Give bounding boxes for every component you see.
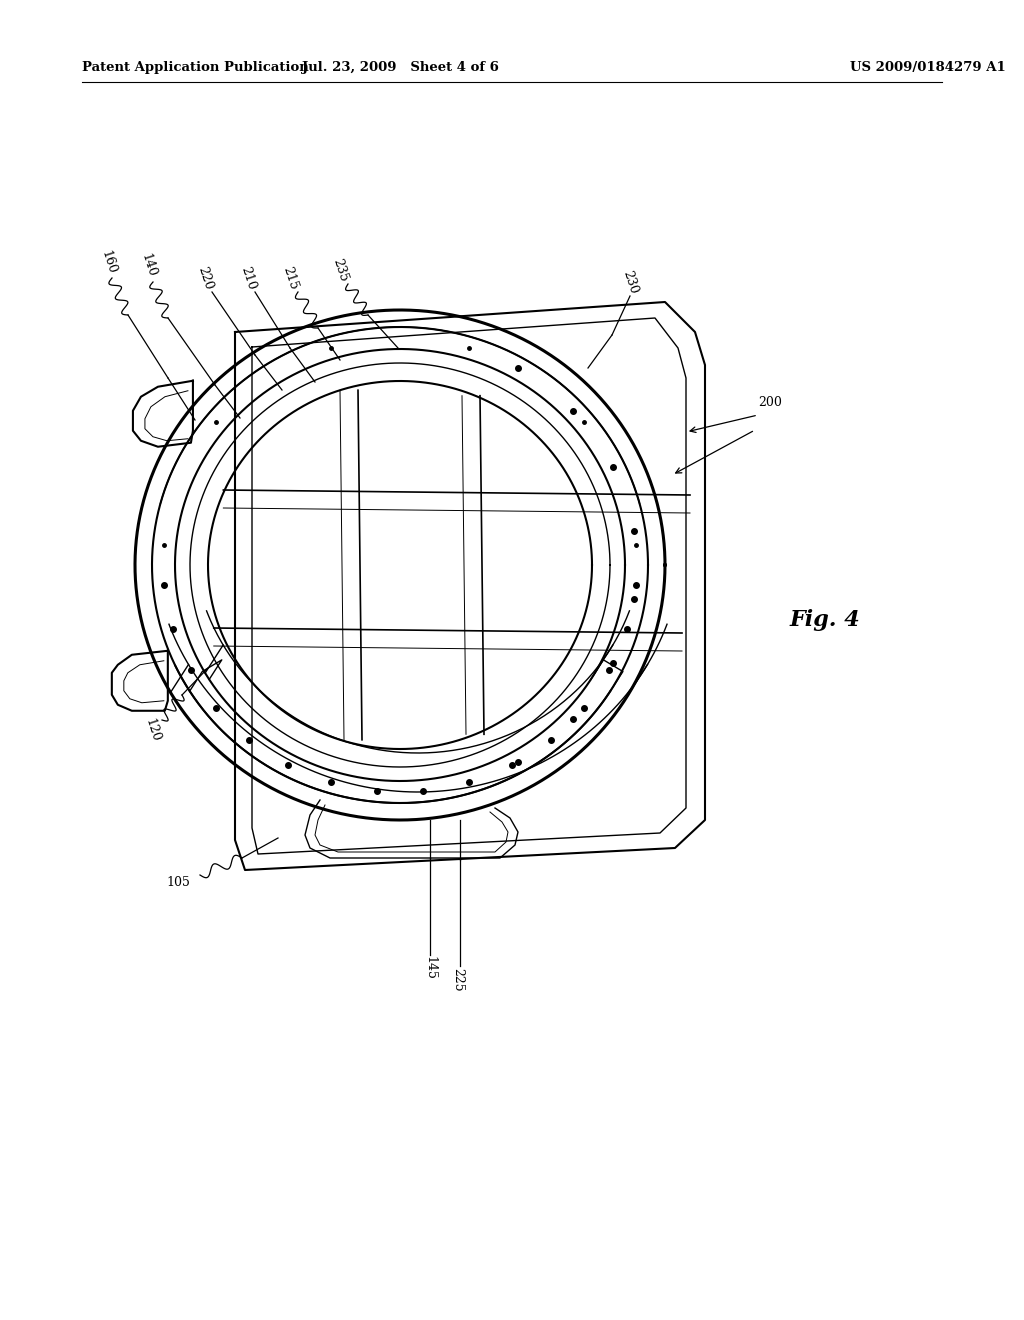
- Text: 120: 120: [142, 717, 162, 743]
- Text: 225: 225: [452, 968, 465, 991]
- Text: 235: 235: [330, 256, 350, 284]
- Text: 220: 220: [196, 265, 215, 292]
- Text: 140: 140: [138, 252, 158, 279]
- Text: Fig. 4: Fig. 4: [790, 609, 861, 631]
- Text: Patent Application Publication: Patent Application Publication: [82, 62, 309, 74]
- Text: US 2009/0184279 A1: US 2009/0184279 A1: [850, 62, 1006, 74]
- Text: 145: 145: [424, 956, 436, 979]
- Text: 160: 160: [98, 248, 118, 276]
- Text: 215: 215: [281, 265, 300, 292]
- Text: Jul. 23, 2009   Sheet 4 of 6: Jul. 23, 2009 Sheet 4 of 6: [301, 62, 499, 74]
- Text: 200: 200: [758, 396, 782, 408]
- Text: 105: 105: [166, 875, 189, 888]
- Text: 230: 230: [621, 269, 640, 296]
- Text: 210: 210: [239, 264, 258, 292]
